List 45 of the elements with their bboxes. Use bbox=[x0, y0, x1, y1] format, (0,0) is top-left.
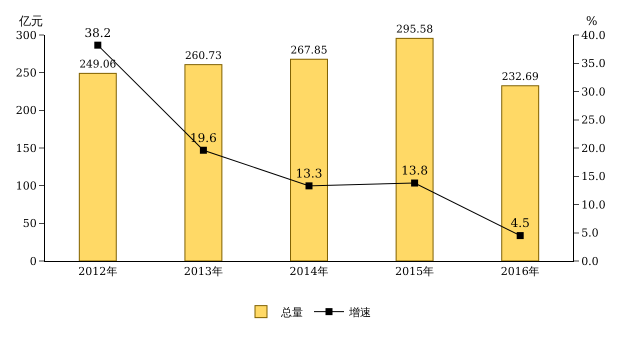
data-label: 13.3 bbox=[296, 166, 322, 180]
data-label: 267.85 bbox=[290, 44, 328, 57]
y-tick-label: 150 bbox=[16, 142, 37, 155]
x-tick-label: 2015年 bbox=[395, 265, 434, 278]
y-tick-label: 300 bbox=[16, 28, 37, 42]
bar bbox=[396, 38, 434, 261]
y-tick-label: 50 bbox=[22, 217, 37, 230]
y2-tick-label: 15.0 bbox=[581, 170, 606, 184]
y2-tick-label: 25.0 bbox=[581, 114, 606, 127]
y-tick-label: 200 bbox=[16, 104, 37, 118]
data-label: 13.8 bbox=[401, 164, 428, 178]
data-label: 19.6 bbox=[190, 130, 217, 145]
bar bbox=[501, 85, 540, 261]
data-label: 249.06 bbox=[79, 58, 117, 71]
point bbox=[411, 180, 418, 187]
bar bbox=[184, 64, 222, 261]
x-tick-label: 2016年 bbox=[500, 265, 540, 278]
y2-tick-label: 10.0 bbox=[581, 198, 606, 212]
point bbox=[200, 146, 207, 154]
y2-tick-label: 5.0 bbox=[581, 226, 599, 240]
x-tick-label: 2014年 bbox=[290, 265, 328, 278]
y2-tick-label: 40.0 bbox=[581, 28, 606, 42]
data-label: 38.2 bbox=[84, 26, 112, 40]
point bbox=[94, 42, 102, 49]
y-tick-label: 250 bbox=[16, 66, 37, 80]
y2-axis-title: % bbox=[586, 14, 598, 28]
x-tick-label: 2012年 bbox=[78, 265, 118, 278]
data-label: 295.58 bbox=[396, 24, 434, 36]
legend-label: 总量 bbox=[280, 306, 303, 319]
x-tick-label: 2013年 bbox=[184, 265, 223, 278]
y-tick-label: 0 bbox=[30, 254, 37, 268]
point bbox=[306, 182, 312, 190]
y-tick-label: 100 bbox=[16, 180, 37, 193]
data-label: 4.5 bbox=[510, 216, 530, 230]
y2-tick-label: 35.0 bbox=[581, 57, 606, 70]
y2-tick-label: 20.0 bbox=[581, 142, 606, 155]
data-label: 260.73 bbox=[184, 50, 222, 62]
bar bbox=[290, 58, 328, 261]
bar bbox=[78, 72, 117, 261]
y2-tick-label: 0.0 bbox=[581, 254, 599, 268]
y-axis-title: 亿元 bbox=[18, 14, 43, 28]
data-label: 232.69 bbox=[502, 71, 539, 84]
point bbox=[516, 232, 524, 240]
legend-label: 增速 bbox=[348, 306, 371, 319]
y2-tick-label: 30.0 bbox=[581, 85, 606, 98]
